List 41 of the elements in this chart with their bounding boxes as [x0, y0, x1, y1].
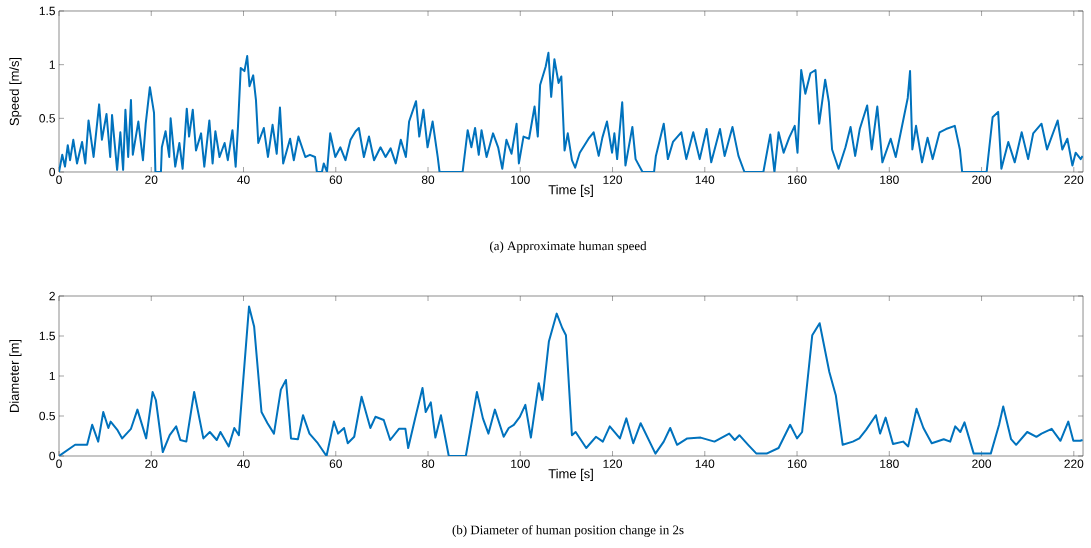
x-tick-label: 160	[787, 175, 807, 184]
x-tick-label: 100	[511, 459, 530, 468]
y-tick-label: 1	[49, 60, 55, 69]
line-series	[59, 305, 1084, 456]
x-tick-label: 20	[145, 175, 158, 184]
x-axis-title: Time [s]	[548, 184, 593, 197]
x-tick-label: 220	[1064, 459, 1084, 468]
x-tick-label: 220	[1064, 175, 1084, 184]
x-tick-label: 140	[695, 459, 715, 468]
x-tick-label: 160	[787, 459, 807, 468]
x-tick-label: 60	[329, 459, 342, 468]
y-tick-label: 0.5	[39, 114, 55, 123]
x-tick-label: 20	[145, 459, 158, 468]
y-axis-title: Diameter [m]	[9, 339, 22, 412]
x-tick-label: 200	[972, 175, 992, 184]
x-tick-label: 0	[56, 175, 62, 184]
x-tick-label: 40	[237, 175, 250, 184]
y-tick-label: 2	[49, 291, 55, 301]
x-tick-label: 120	[603, 459, 623, 468]
x-tick-label: 120	[603, 175, 623, 184]
y-tick-label: 1	[49, 371, 55, 381]
line-series	[59, 51, 1084, 172]
text: (a) Approximate human speed	[489, 241, 647, 253]
x-tick-label: 80	[421, 459, 435, 468]
y-tick-label: 1.5	[39, 6, 55, 16]
x-tick-label: 140	[695, 175, 715, 184]
y-tick-label: 1.5	[39, 331, 55, 341]
x-tick-label: 60	[329, 175, 342, 184]
x-tick-label: 80	[421, 175, 435, 184]
x-tick-label: 0	[56, 459, 62, 468]
x-tick-label: 180	[880, 459, 899, 468]
x-axis-title: Time [s]	[548, 468, 593, 481]
text: (b) Diameter of human position change in 2s	[452, 525, 684, 537]
y-axis-title: Speed [m/s]	[9, 57, 22, 126]
y-tick-label: 0.5	[39, 411, 55, 421]
y-tick-label: 0	[49, 451, 56, 461]
x-tick-label: 100	[511, 175, 530, 184]
x-tick-label: 40	[237, 459, 250, 468]
x-tick-label: 180	[880, 175, 899, 184]
y-tick-label: 0	[49, 167, 56, 177]
x-tick-label: 200	[972, 459, 992, 468]
